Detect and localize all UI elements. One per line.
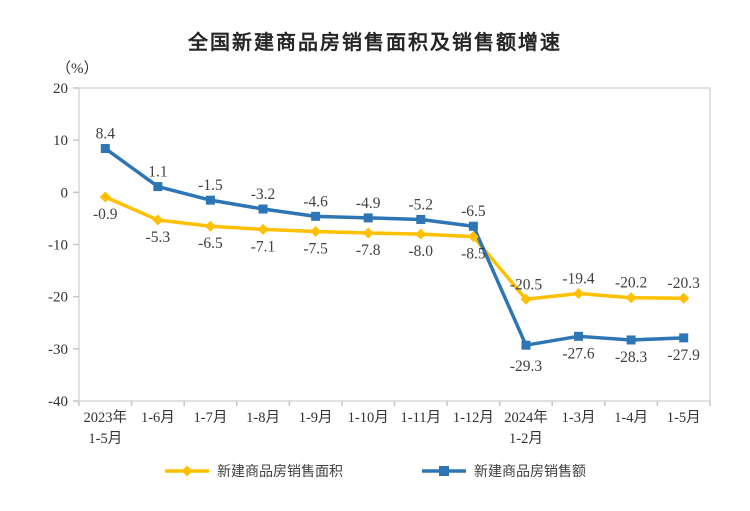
- sales-area-data-label: -7.8: [356, 242, 381, 259]
- sales-amount-marker: [153, 182, 163, 192]
- x-category-label: 1-7月: [194, 410, 228, 426]
- sales-amount-marker: [468, 221, 478, 231]
- sales-amount-marker: [205, 195, 215, 205]
- y-tick-label: -10: [48, 238, 68, 254]
- x-category-label: 1-11月: [401, 410, 442, 426]
- x-category-label: 1-4月: [614, 410, 648, 426]
- sales-amount-data-label: -27.9: [668, 347, 701, 364]
- sales-amount-marker: [363, 213, 373, 223]
- sales-area-data-label: -6.5: [198, 235, 223, 252]
- legend-label-sales-amount: 新建商品房销售额: [474, 465, 586, 480]
- sales-area-legend-swatch: [165, 465, 209, 477]
- sales-area-data-label: -19.4: [562, 271, 595, 288]
- sales-area-marker: [467, 231, 479, 243]
- sales-amount-data-label: 1.1: [148, 164, 167, 181]
- sales-area-data-label: -0.9: [93, 206, 118, 223]
- sales-amount-line: [103, 146, 686, 347]
- sales-area-data-label: -7.5: [303, 240, 328, 257]
- legend-item-sales-area: 新建商品房销售面积: [164, 461, 343, 481]
- sales-area-data-label: -7.1: [251, 238, 276, 255]
- y-tick-label: -20: [48, 290, 68, 306]
- sales-amount-data-label: -6.5: [461, 203, 486, 220]
- sales-area-marker: [415, 228, 427, 240]
- y-tick-label: 0: [61, 185, 69, 201]
- square-marker-icon: [439, 466, 449, 476]
- sales-amount-data-label: -27.6: [562, 345, 595, 362]
- sales-amount-marker: [100, 144, 110, 154]
- sales-area-marker: [99, 191, 111, 203]
- x-category-label: 1-6月: [141, 410, 175, 426]
- legend-label-sales-area: 新建商品房销售面积: [217, 465, 343, 480]
- sales-amount-data-label: -1.5: [198, 177, 223, 194]
- x-category-label: 1-5月: [667, 410, 701, 426]
- x-category-label: 1-9月: [299, 410, 333, 426]
- sales-area-marker: [625, 292, 637, 304]
- y-axis-unit-label: （%）: [56, 61, 99, 77]
- sales-amount-data-label: -29.3: [510, 358, 543, 375]
- sales-amount-data-label: -3.2: [251, 186, 276, 203]
- sales-amount-legend-swatch: [422, 466, 466, 476]
- sales-area-marker: [573, 288, 585, 300]
- sales-amount-marker: [626, 335, 636, 345]
- legend-item-sales-amount: 新建商品房销售额: [421, 461, 586, 481]
- x-category-label: 1-3月: [562, 410, 596, 426]
- sales-amount-marker: [521, 340, 531, 350]
- sales-area-data-label: -5.3: [146, 229, 171, 246]
- sales-area-marker: [310, 225, 322, 237]
- sales-amount-marker: [416, 214, 426, 224]
- sales-amount-data-label: 8.4: [96, 126, 116, 143]
- sales-amount-marker: [574, 331, 584, 341]
- sales-amount-marker: [258, 204, 268, 214]
- x-category-label: 1-8月: [246, 410, 280, 426]
- sales-area-data-label: -20.3: [668, 275, 701, 292]
- y-tick-label: -30: [48, 342, 68, 358]
- sales-amount-data-label: -5.2: [409, 196, 434, 213]
- sales-amount-data-label: -4.9: [356, 195, 381, 212]
- sales-area-data-label: -20.2: [615, 275, 647, 292]
- sales-amount-marker: [311, 211, 321, 221]
- sales-amount-data-label: -4.6: [303, 193, 328, 210]
- chart-title: 全国新建商品房销售面积及销售额增速: [188, 30, 562, 54]
- sales-area-marker: [257, 223, 269, 235]
- sales-area-marker: [678, 292, 690, 304]
- sales-area-data-label: -8.0: [409, 243, 434, 260]
- sales-amount-data-label: -28.3: [615, 349, 648, 366]
- x-category-label: 1-12月: [453, 410, 494, 426]
- sales-area-data-label: -8.5: [461, 246, 486, 263]
- sales-area-line: [103, 195, 686, 302]
- sales-area-marker: [362, 227, 374, 239]
- sales-area-marker: [204, 220, 216, 232]
- x-category-label: 1-10月: [348, 410, 389, 426]
- sales-area-data-label: -20.5: [510, 276, 543, 293]
- y-tick-label: -40: [48, 394, 68, 410]
- diamond-marker-icon: [181, 465, 193, 477]
- sales-amount-marker: [679, 333, 689, 343]
- sales-area-marker: [152, 214, 164, 226]
- sales-area-marker: [520, 293, 532, 305]
- y-tick-label: 20: [53, 81, 68, 97]
- x-category-label: 2024年 1-2月: [504, 409, 548, 447]
- legend: 新建商品房销售面积 新建商品房销售额: [0, 461, 750, 481]
- y-tick-label: 10: [53, 133, 68, 149]
- x-category-label: 2023年 1-5月: [84, 409, 128, 447]
